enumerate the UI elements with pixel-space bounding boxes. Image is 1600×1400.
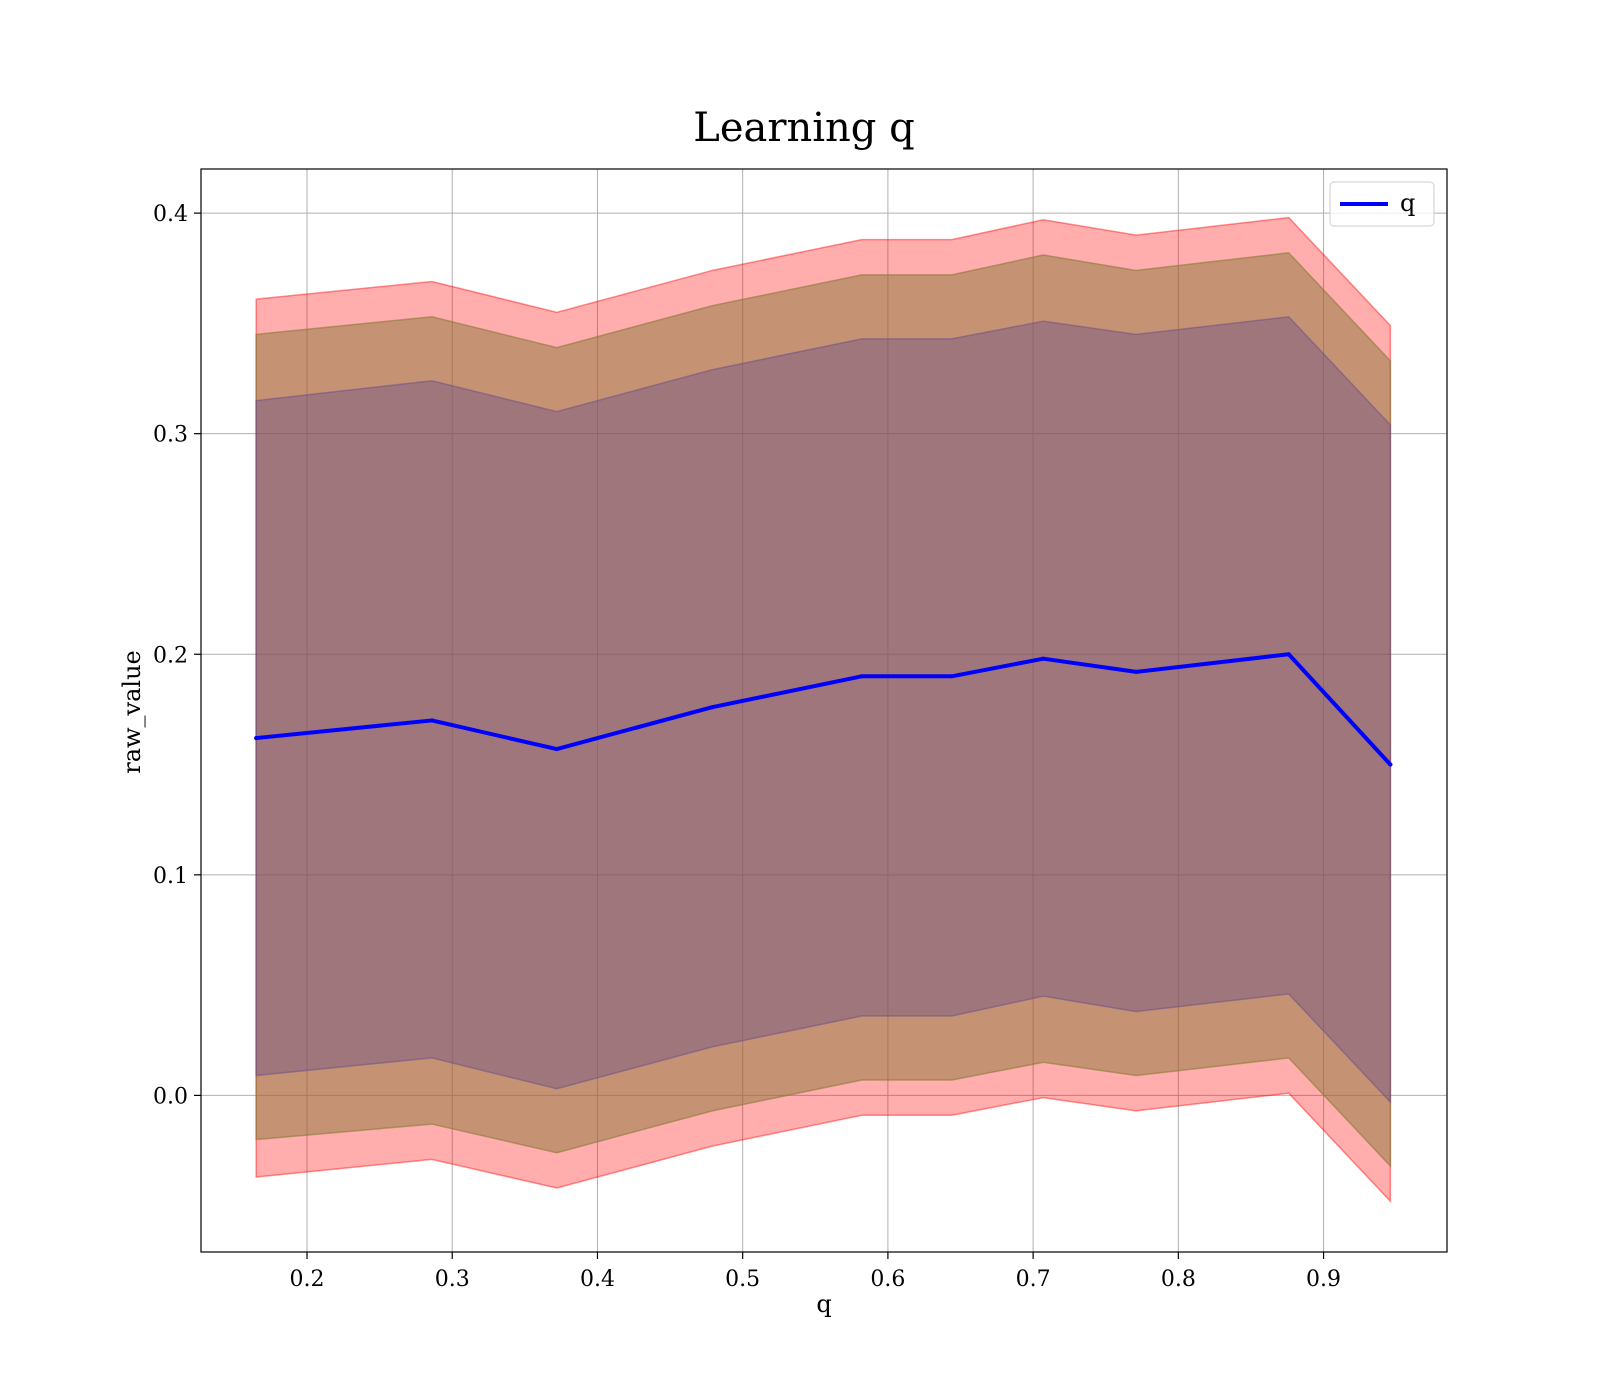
data-point [949, 674, 954, 679]
x-tick-label: 0.3 [435, 1267, 470, 1292]
data-point [554, 747, 559, 752]
axes-spines [200, 168, 1448, 1253]
series-lines [254, 652, 1393, 767]
legend-label: q [1400, 189, 1415, 217]
y-tick-label: 0.0 [153, 1084, 188, 1109]
y-tick-label: 0.2 [153, 643, 188, 668]
legend: q [1329, 181, 1435, 227]
x-tick-label: 0.8 [1161, 1267, 1196, 1292]
data-point [859, 674, 864, 679]
y-axis-label: raw_value [118, 650, 146, 774]
x-tick-label: 0.2 [290, 1267, 325, 1292]
data-point [1134, 669, 1139, 674]
y-tick-label: 0.4 [153, 202, 188, 227]
data-point [254, 736, 259, 741]
series-line-q [254, 652, 1393, 767]
chart-title: Learning q [693, 105, 914, 151]
plot-frame [200, 168, 1448, 1253]
y-tick-label: 0.3 [153, 423, 188, 448]
x-tick-label: 0.6 [870, 1267, 905, 1292]
x-tick-label: 0.4 [580, 1267, 615, 1292]
x-axis-label: q [816, 1290, 831, 1318]
x-tick-label: 0.5 [725, 1267, 760, 1292]
data-point [1286, 652, 1291, 657]
band-2 [255, 252, 1392, 1168]
y-axis-ticks: 0.0 0.1 0.2 0.3 0.4 [153, 202, 201, 1109]
x-axis-ticks: 0.2 0.3 0.4 0.5 0.6 0.7 0.8 0.9 [290, 1252, 1341, 1292]
confidence-bands [255, 216, 1392, 1204]
data-point [1388, 762, 1393, 767]
data-point [429, 718, 434, 723]
band-3 [255, 315, 1392, 1104]
data-point [1041, 656, 1046, 661]
data-point [710, 705, 715, 710]
x-tick-label: 0.9 [1306, 1267, 1341, 1292]
x-tick-label: 0.7 [1016, 1267, 1051, 1292]
y-tick-label: 0.1 [153, 864, 188, 889]
